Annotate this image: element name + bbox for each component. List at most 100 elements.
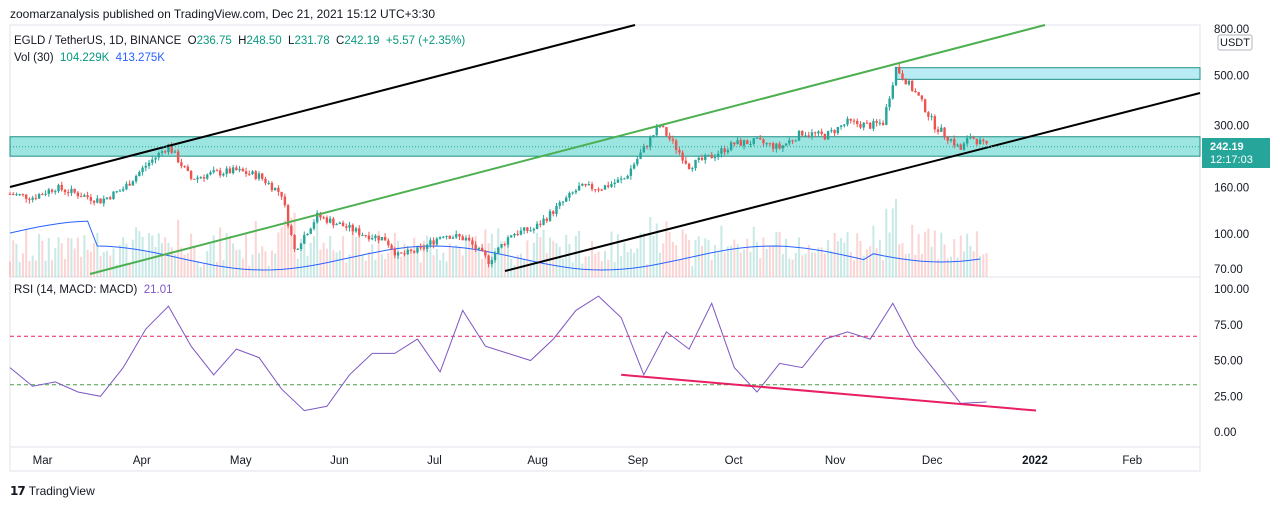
volume-bar — [122, 237, 125, 277]
volume-bar — [448, 243, 451, 277]
candle-body — [830, 130, 833, 132]
volume-bar — [125, 243, 128, 277]
candle-body — [616, 179, 620, 183]
candle-body — [264, 178, 267, 184]
volume-bar — [287, 218, 290, 277]
volume-bar — [106, 250, 109, 277]
candle-body — [335, 224, 338, 226]
candle-body — [125, 183, 128, 190]
volume-bar — [83, 235, 86, 277]
volume-bar — [355, 236, 358, 277]
volume-bar — [752, 226, 755, 277]
volume-bar — [836, 241, 839, 277]
volume-bar — [587, 256, 590, 277]
candle-body — [254, 171, 257, 179]
volume-bar — [170, 247, 173, 277]
candle-body — [176, 151, 180, 163]
candle-body — [380, 236, 384, 241]
volume-bar — [733, 239, 736, 277]
candle-body — [642, 146, 646, 153]
volume-bar — [607, 259, 610, 277]
volume-bar — [532, 242, 535, 277]
candle-body — [500, 244, 503, 248]
time-tick-label: Nov — [825, 455, 846, 467]
candle-body — [930, 116, 933, 118]
volume-bar — [681, 229, 684, 277]
candle-body — [280, 191, 283, 197]
candle-body — [629, 168, 633, 176]
volume-bar — [549, 237, 552, 277]
candle-body — [202, 177, 206, 179]
ohlc-l-key: L — [288, 35, 295, 47]
price-legend: EGLD / TetherUS, 1D, BINANCE O236.75 H24… — [14, 35, 465, 47]
candle-body — [894, 66, 898, 86]
volume-bar — [878, 239, 881, 277]
candle-body — [325, 217, 329, 223]
rsi-title: RSI (14, MACD: MACD) — [14, 284, 138, 296]
volume-bar — [820, 247, 823, 277]
volume-bar — [536, 232, 539, 277]
volume-bar — [707, 240, 710, 277]
volume-bar — [924, 231, 927, 277]
volume-bar — [701, 245, 704, 277]
candle-body — [885, 107, 888, 125]
volume-bar — [950, 256, 953, 277]
candle-body — [739, 140, 743, 146]
candle-body — [422, 247, 426, 249]
candle-body — [28, 198, 31, 200]
candle-body — [510, 235, 513, 238]
volume-bar — [384, 259, 387, 277]
volume-bar — [93, 243, 96, 277]
volume-bar — [57, 237, 60, 277]
volume-bar — [342, 236, 345, 277]
volume-bar — [542, 229, 545, 277]
volume-bar — [798, 237, 801, 277]
volume-bar — [827, 239, 830, 277]
candle-body — [755, 137, 759, 139]
tradingview-footer[interactable]: 17 TradingView — [10, 484, 95, 498]
candle-body — [823, 133, 827, 140]
volume-bar — [526, 240, 529, 277]
volume-bar — [177, 219, 180, 277]
volume-bar — [895, 198, 898, 277]
candle-body — [21, 194, 25, 196]
volume-bar — [862, 255, 865, 277]
candle-body — [859, 124, 862, 128]
candle-body — [978, 139, 982, 145]
candle-body — [736, 140, 739, 145]
candle-body — [856, 120, 859, 125]
volume-bar — [710, 259, 713, 277]
volume-bar — [209, 244, 212, 277]
volume-bar — [843, 242, 846, 277]
volume-bar — [261, 246, 264, 277]
currency-label: USDT — [1220, 37, 1250, 49]
candle-body — [445, 235, 448, 237]
volume-bar — [212, 235, 215, 277]
volume-bar — [500, 241, 503, 277]
candle-body — [862, 122, 865, 128]
volume-bar — [96, 233, 99, 277]
volume-bar — [138, 231, 141, 277]
volume-bar — [67, 237, 70, 277]
volume-bar — [555, 242, 558, 277]
candle-body — [102, 198, 105, 204]
candle-body — [542, 218, 545, 225]
volume-bar — [364, 260, 367, 277]
candle-body — [416, 247, 419, 253]
candle-body — [351, 224, 354, 232]
candle-body — [157, 152, 160, 158]
volume-bar — [597, 251, 600, 277]
volume-bar — [962, 251, 965, 277]
time-tick-label: May — [230, 455, 252, 467]
volume-bar — [885, 208, 888, 277]
time-tick-label: Jun — [330, 455, 349, 467]
volume-bar — [581, 263, 584, 277]
volume-bar — [755, 242, 758, 277]
candle-body — [92, 200, 96, 203]
candle-body — [383, 236, 387, 241]
candle-body — [794, 140, 797, 142]
volume-bar — [972, 251, 975, 277]
volume-bar — [856, 233, 859, 277]
candle-body — [328, 218, 332, 223]
